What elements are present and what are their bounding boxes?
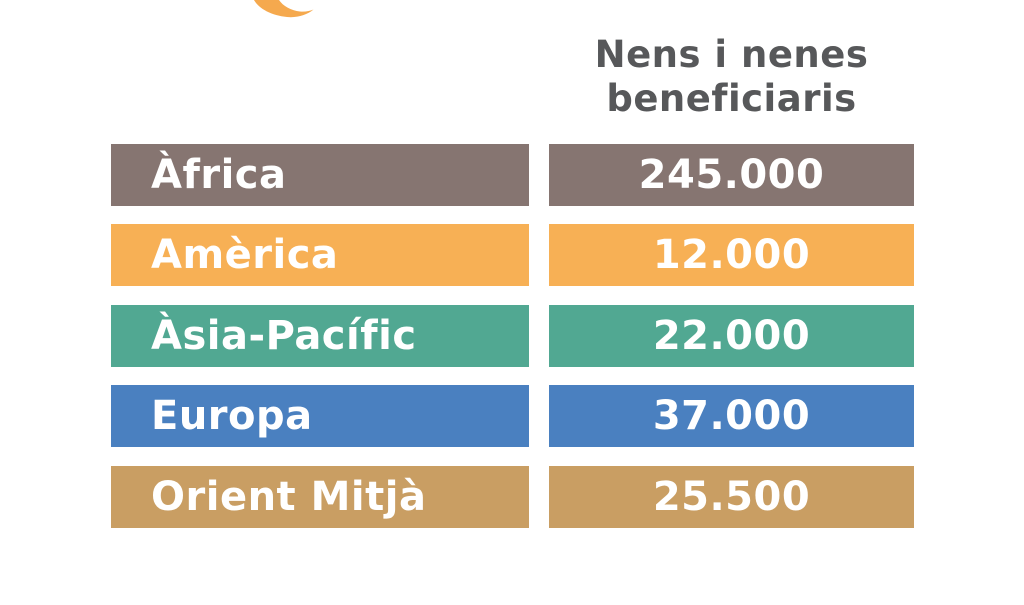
region-cell-america: Amèrica xyxy=(111,224,529,286)
header-line-1: Nens i nenes xyxy=(594,33,869,76)
value-label: 25.500 xyxy=(652,474,811,520)
orange-brushstroke-icon xyxy=(254,0,314,18)
region-cell-orient-mitja: Orient Mitjà xyxy=(111,466,529,528)
value-cell-africa: 245.000 xyxy=(549,144,914,206)
value-cell-europa: 37.000 xyxy=(549,385,914,447)
header-line-2: beneficiaris xyxy=(606,77,857,120)
value-cell-orient-mitja: 25.500 xyxy=(549,466,914,528)
value-cell-america: 12.000 xyxy=(549,224,914,286)
region-cell-africa: Àfrica xyxy=(111,144,529,206)
brushstroke-path xyxy=(254,0,314,18)
region-label: Àsia-Pacífic xyxy=(151,313,417,359)
region-label: Europa xyxy=(151,393,313,439)
value-label: 245.000 xyxy=(638,152,825,198)
region-label: Àfrica xyxy=(151,152,287,198)
region-label: Amèrica xyxy=(151,232,339,278)
region-label: Orient Mitjà xyxy=(151,474,427,520)
value-label: 22.000 xyxy=(652,313,811,359)
value-column-header: Nens i nenes beneficiaris xyxy=(549,33,914,121)
region-cell-europa: Europa xyxy=(111,385,529,447)
value-label: 12.000 xyxy=(652,232,811,278)
value-cell-asia-pacific: 22.000 xyxy=(549,305,914,367)
region-cell-asia-pacific: Àsia-Pacífic xyxy=(111,305,529,367)
value-label: 37.000 xyxy=(652,393,811,439)
